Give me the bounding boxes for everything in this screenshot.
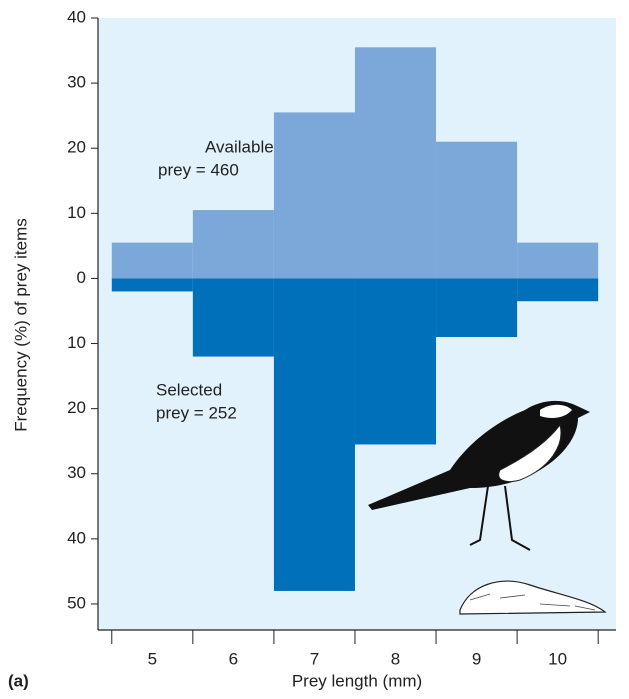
x-tick-label: 7 — [310, 649, 319, 668]
y-tick-label: 0 — [77, 268, 86, 287]
bar — [354, 278, 437, 445]
axes: 40 30 20 10 0 10 20 30 40 50 5 6 7 8 9 10 — [67, 7, 599, 668]
y-tick-label: 20 — [67, 138, 86, 157]
bird-illustration — [368, 400, 607, 615]
x-tick-label: 8 — [391, 649, 400, 668]
y-tick-label: 30 — [67, 463, 86, 482]
annotation: Selected — [156, 380, 222, 399]
x-tick-label: 9 — [472, 649, 481, 668]
x-axis-label: Prey length (mm) — [292, 671, 422, 690]
y-axis-label: Frequency (%) of prey items — [11, 218, 30, 432]
y-tick-label: 10 — [67, 333, 86, 352]
annotation: Available — [205, 137, 274, 156]
bar — [192, 278, 274, 357]
x-tick-label: 6 — [229, 649, 238, 668]
y-tick-label: 50 — [67, 593, 86, 612]
bar — [517, 242, 599, 279]
x-tick-label: 5 — [148, 649, 157, 668]
annotation: prey = 460 — [158, 160, 239, 179]
y-tick-label: 30 — [67, 73, 86, 92]
annotation: prey = 252 — [156, 403, 237, 422]
y-tick-label: 40 — [67, 7, 86, 26]
y-tick-label: 20 — [67, 398, 86, 417]
bar — [436, 141, 518, 279]
bars — [111, 47, 599, 591]
bar — [192, 210, 274, 279]
bar — [273, 112, 355, 279]
panel-label: (a) — [8, 671, 29, 690]
y-tick-label: 40 — [67, 528, 86, 547]
bar — [273, 278, 355, 591]
bar — [354, 47, 437, 279]
x-tick-label: 10 — [548, 649, 567, 668]
bar — [517, 278, 599, 302]
bar — [111, 242, 193, 279]
y-tick-label: 10 — [67, 203, 86, 222]
bar — [111, 278, 193, 292]
bar — [436, 278, 518, 338]
